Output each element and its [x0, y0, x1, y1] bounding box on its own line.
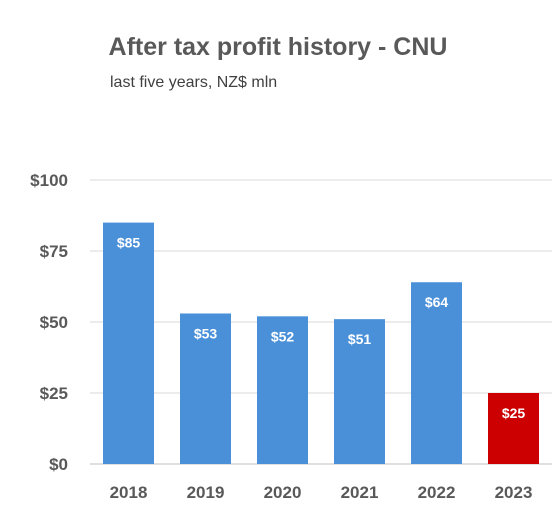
chart-subtitle: last five years, NZ$ mln	[110, 74, 278, 91]
chart-title: After tax profit history - CNU	[108, 33, 448, 61]
data-label: $51	[348, 331, 372, 347]
y-tick-label: $100	[30, 171, 68, 190]
bar	[257, 316, 308, 464]
x-tick-label: 2018	[110, 483, 148, 502]
x-tick-label: 2020	[264, 483, 302, 502]
bar	[334, 319, 385, 464]
x-tick-label: 2019	[187, 483, 225, 502]
x-tick-label: 2023	[495, 483, 533, 502]
data-label: $53	[194, 325, 218, 341]
y-tick-label: $50	[40, 313, 68, 332]
bar	[411, 282, 462, 464]
data-label: $25	[502, 405, 526, 421]
x-tick-label: 2021	[341, 483, 379, 502]
x-tick-label: 2022	[418, 483, 456, 502]
bar	[488, 393, 539, 464]
data-label: $64	[425, 294, 449, 310]
data-label: $85	[117, 235, 141, 251]
y-tick-label: $75	[40, 242, 68, 261]
y-tick-label: $25	[40, 384, 68, 403]
data-label: $52	[271, 328, 295, 344]
bar	[103, 222, 154, 464]
y-tick-label: $0	[49, 455, 68, 474]
bar	[180, 313, 231, 464]
